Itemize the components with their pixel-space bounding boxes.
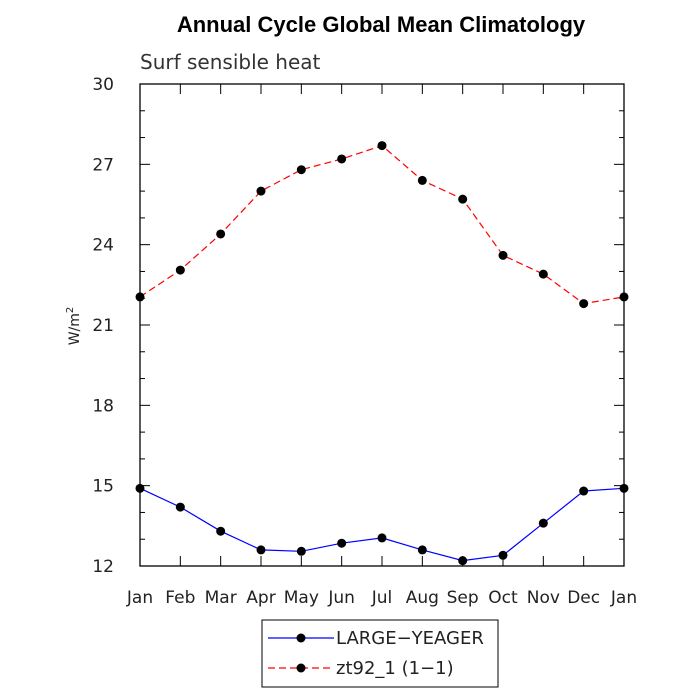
data-point bbox=[417, 545, 427, 555]
data-point bbox=[337, 538, 347, 548]
data-point bbox=[458, 194, 468, 204]
series-line-0 bbox=[139, 487, 625, 562]
x-tick-label: Nov bbox=[527, 588, 560, 608]
data-point bbox=[296, 546, 306, 556]
data-point bbox=[256, 186, 266, 196]
data-point bbox=[619, 292, 629, 302]
y-tick-label: 12 bbox=[92, 557, 114, 577]
data-point bbox=[175, 265, 185, 275]
data-point bbox=[256, 545, 266, 555]
y-axis-label: W/m2 bbox=[65, 307, 83, 346]
y-tick-label: 18 bbox=[92, 396, 114, 416]
data-point bbox=[498, 550, 508, 560]
y-axis-label-text: W/m2 bbox=[65, 307, 83, 346]
x-tick-label: Jan bbox=[610, 588, 637, 608]
y-tick-label: 21 bbox=[92, 316, 114, 336]
x-tick-labels: Jan Feb Mar Apr May Jun Jul Aug Sep Oct Nov Dec Jan bbox=[126, 588, 637, 608]
y-tick-labels: 12 15 18 21 24 27 30 bbox=[92, 75, 114, 577]
plot-frame bbox=[139, 83, 625, 567]
data-point bbox=[216, 526, 226, 536]
data-point bbox=[498, 250, 508, 260]
legend-box bbox=[261, 619, 499, 688]
x-tick-label: Sep bbox=[447, 588, 479, 608]
data-point bbox=[579, 486, 589, 496]
x-tick-label: Apr bbox=[246, 588, 275, 608]
legend-label-0: LARGE−YEAGER bbox=[336, 628, 484, 649]
x-tick-label: Dec bbox=[567, 588, 600, 608]
data-point bbox=[175, 502, 185, 512]
data-point bbox=[417, 175, 427, 185]
y-tick-label: 30 bbox=[92, 75, 114, 95]
data-point bbox=[538, 518, 548, 528]
data-point bbox=[619, 483, 629, 493]
x-tick-label: Jun bbox=[327, 588, 355, 608]
data-point bbox=[296, 165, 306, 175]
chart-title: Annual Cycle Global Mean Climatology bbox=[177, 12, 586, 37]
data-point bbox=[377, 533, 387, 543]
data-point bbox=[135, 483, 145, 493]
series-lines bbox=[139, 144, 625, 562]
y-tick-label: 15 bbox=[92, 477, 114, 497]
x-tick-label: Feb bbox=[165, 588, 195, 608]
legend: LARGE−YEAGER zt92_1 (1−1) bbox=[268, 628, 484, 679]
x-tick-label: Jan bbox=[126, 588, 153, 608]
series-line-1 bbox=[139, 144, 625, 305]
axis-ticks bbox=[139, 83, 625, 567]
legend-label-1: zt92_1 (1−1) bbox=[336, 658, 454, 679]
x-tick-label: Jul bbox=[371, 588, 393, 608]
y-tick-label: 27 bbox=[92, 155, 114, 175]
x-tick-label: Oct bbox=[488, 588, 518, 608]
data-point bbox=[135, 292, 145, 302]
legend-marker-1 bbox=[296, 663, 306, 673]
data-point bbox=[337, 154, 347, 164]
x-tick-label: May bbox=[284, 588, 319, 608]
series-markers bbox=[135, 141, 629, 566]
data-point bbox=[458, 556, 468, 566]
x-tick-label: Aug bbox=[406, 588, 439, 608]
x-tick-label: Mar bbox=[205, 588, 237, 608]
chart-subtitle: Surf sensible heat bbox=[140, 50, 321, 74]
data-point bbox=[377, 141, 387, 151]
y-tick-label: 24 bbox=[92, 236, 114, 256]
data-point bbox=[216, 229, 226, 239]
data-point bbox=[538, 269, 548, 279]
data-point bbox=[579, 299, 589, 309]
legend-marker-0 bbox=[296, 633, 306, 643]
y-axis-label-base: W/m bbox=[67, 313, 83, 345]
y-axis-label-superscript: 2 bbox=[65, 307, 76, 313]
